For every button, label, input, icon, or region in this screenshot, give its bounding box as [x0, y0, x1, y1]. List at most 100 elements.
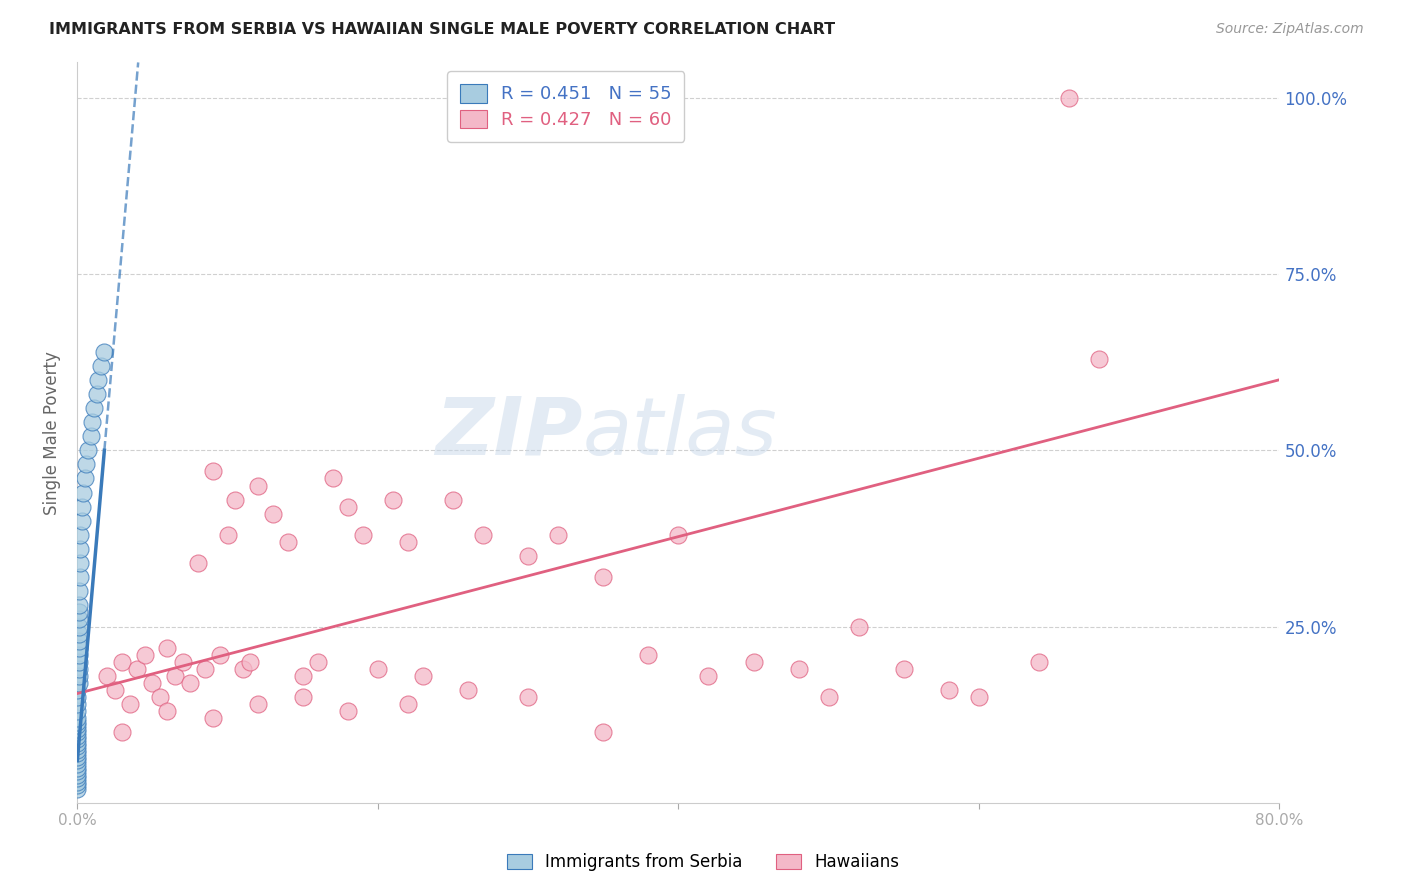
Point [396, 535, 419, 549]
Point [156, 704, 179, 718]
Point [96, 669, 118, 683]
Point [592, 570, 614, 584]
Point [156, 640, 179, 655]
Point [104, 683, 127, 698]
Point [239, 655, 262, 669]
Text: ZIP: ZIP [434, 393, 582, 472]
Point [111, 655, 134, 669]
Point [86, 387, 108, 401]
Point [72, 485, 94, 500]
Point [66, 718, 89, 732]
Point [1028, 655, 1050, 669]
Point [118, 697, 141, 711]
Point [67, 619, 90, 633]
Point [67, 584, 90, 599]
Point [67, 633, 90, 648]
Point [697, 669, 720, 683]
Point [457, 683, 479, 698]
Point [224, 492, 246, 507]
Point [893, 662, 915, 676]
Point [67, 662, 90, 676]
Point [938, 683, 960, 698]
Point [80, 429, 103, 443]
Point [441, 492, 464, 507]
Point [277, 535, 299, 549]
Point [66, 781, 89, 796]
Point [637, 648, 659, 662]
Point [412, 669, 434, 683]
Point [67, 606, 90, 620]
Point [66, 729, 89, 743]
Point [742, 655, 765, 669]
Point [1088, 351, 1111, 366]
Point [322, 471, 344, 485]
Point [66, 697, 89, 711]
Point [67, 648, 90, 662]
Point [82, 415, 104, 429]
Point [1057, 91, 1080, 105]
Point [179, 676, 201, 690]
Text: Source: ZipAtlas.com: Source: ZipAtlas.com [1216, 22, 1364, 37]
Point [291, 669, 314, 683]
Point [67, 612, 90, 626]
Point [87, 373, 110, 387]
Point [127, 662, 149, 676]
Point [201, 711, 224, 725]
Point [66, 771, 89, 785]
Point [352, 528, 374, 542]
Point [232, 662, 254, 676]
Point [66, 683, 89, 698]
Point [396, 697, 419, 711]
Point [90, 359, 112, 373]
Point [70, 514, 93, 528]
Point [67, 669, 90, 683]
Point [66, 732, 89, 747]
Point [69, 541, 91, 556]
Point [66, 747, 89, 761]
Point [66, 764, 89, 778]
Point [73, 471, 96, 485]
Point [307, 655, 329, 669]
Point [67, 640, 90, 655]
Point [472, 528, 495, 542]
Point [67, 599, 90, 613]
Point [517, 690, 540, 704]
Point [547, 528, 569, 542]
Point [336, 500, 359, 514]
Point [69, 570, 91, 584]
Point [75, 458, 97, 472]
Point [67, 655, 90, 669]
Point [67, 676, 90, 690]
Point [69, 528, 91, 542]
Point [209, 648, 232, 662]
Point [149, 690, 172, 704]
Point [367, 662, 389, 676]
Point [163, 669, 186, 683]
Point [66, 739, 89, 754]
Text: IMMIGRANTS FROM SERBIA VS HAWAIIAN SINGLE MALE POVERTY CORRELATION CHART: IMMIGRANTS FROM SERBIA VS HAWAIIAN SINGL… [49, 22, 835, 37]
Point [187, 556, 209, 570]
Point [66, 743, 89, 757]
Point [83, 401, 105, 415]
Point [194, 662, 217, 676]
Point [66, 722, 89, 736]
Point [201, 464, 224, 478]
Point [69, 556, 91, 570]
Point [172, 655, 194, 669]
Y-axis label: Single Male Poverty: Single Male Poverty [44, 351, 62, 515]
Point [66, 725, 89, 739]
Point [66, 711, 89, 725]
Point [787, 662, 810, 676]
Point [246, 478, 269, 492]
Point [93, 344, 115, 359]
Point [111, 725, 134, 739]
Point [817, 690, 839, 704]
Point [381, 492, 404, 507]
Point [76, 443, 98, 458]
Point [217, 528, 239, 542]
Point [67, 626, 90, 640]
Point [66, 690, 89, 704]
Legend: Immigrants from Serbia, Hawaiians: Immigrants from Serbia, Hawaiians [499, 845, 907, 880]
Point [66, 767, 89, 781]
Point [66, 760, 89, 774]
